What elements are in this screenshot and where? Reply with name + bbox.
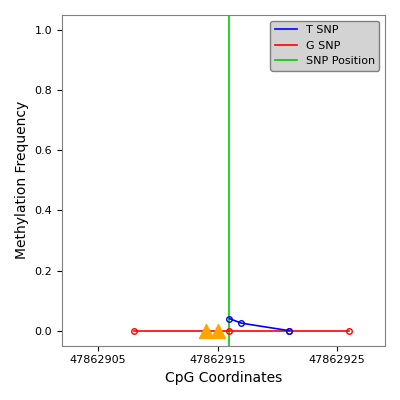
T SNP (287, 328, 292, 333)
G SNP (131, 328, 136, 333)
X-axis label: CpG Coordinates: CpG Coordinates (165, 371, 282, 385)
T SNP (227, 316, 232, 321)
T SNP (239, 321, 244, 326)
Y-axis label: Methylation Frequency: Methylation Frequency (15, 101, 29, 260)
G SNP (227, 328, 232, 333)
Line: G SNP: G SNP (131, 328, 352, 334)
G SNP (203, 328, 208, 333)
Line: T SNP: T SNP (227, 316, 292, 334)
Legend: T SNP, G SNP, SNP Position: T SNP, G SNP, SNP Position (270, 20, 380, 70)
Point (214, 328, 221, 334)
G SNP (347, 328, 352, 333)
G SNP (287, 328, 292, 333)
Point (202, 328, 209, 334)
